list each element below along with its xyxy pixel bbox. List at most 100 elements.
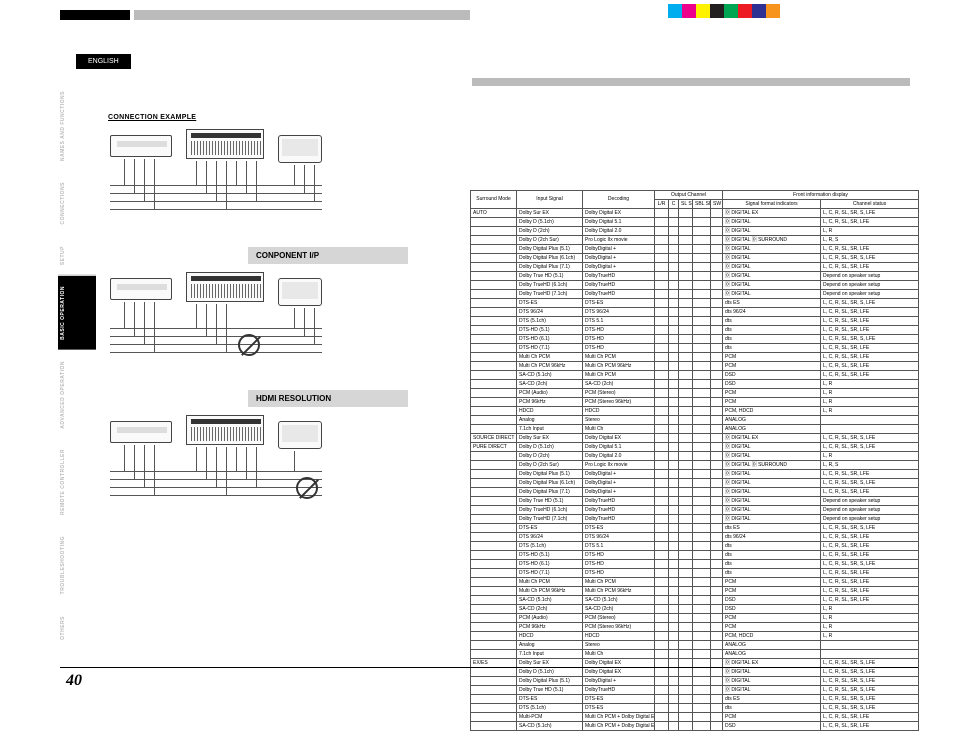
dvd-player-icon <box>110 421 172 443</box>
table-cell: DolbyDigital + <box>583 254 655 263</box>
table-cell <box>821 425 919 434</box>
table-cell <box>711 434 723 443</box>
table-cell <box>471 389 517 398</box>
table-cell <box>669 668 679 677</box>
table-cell: Dolby D (2ch Sur) <box>517 461 583 470</box>
table-cell: L, C, R, SL, SR, LFE <box>821 533 919 542</box>
table-cell: L, R <box>821 398 919 407</box>
table-cell: DolbyTrueHD <box>583 686 655 695</box>
table-cell: L, R <box>821 632 919 641</box>
table-cell: dts <box>723 560 821 569</box>
table-cell: SOURCE DIRECT <box>471 434 517 443</box>
table-row: DTS (5.1ch)DTS 5.1dtsL, C, R, SL, SR, LF… <box>471 317 919 326</box>
table-cell <box>471 533 517 542</box>
table-cell <box>669 488 679 497</box>
table-row: AnalogStereoANALOG <box>471 641 919 650</box>
registration-swatch <box>682 4 696 18</box>
table-row: DTS-HD (5.1)DTS-HDdtsL, C, R, SL, SR, LF… <box>471 326 919 335</box>
table-cell <box>711 335 723 344</box>
table-cell: DTS (5.1ch) <box>517 704 583 713</box>
table-cell <box>711 596 723 605</box>
table-cell: L, C, R, SL, SR, LFE <box>821 542 919 551</box>
table-row: Multi Ch PCM 96kHzMulti Ch PCM 96kHzPCML… <box>471 362 919 371</box>
table-cell <box>693 425 711 434</box>
table-cell <box>679 596 693 605</box>
table-cell <box>679 326 693 335</box>
section-tab[interactable]: TROUBLESHOOTING <box>58 525 96 604</box>
section-tab[interactable]: BASIC OPERATION <box>58 275 96 350</box>
table-cell: PCM <box>723 578 821 587</box>
table-cell <box>679 353 693 362</box>
table-cell <box>669 632 679 641</box>
table-cell <box>655 614 669 623</box>
table-cell <box>693 722 711 731</box>
table-cell <box>471 515 517 524</box>
table-cell: DolbyTrueHD <box>583 506 655 515</box>
table-cell: L, C, R, SL, SR, S, LFE <box>821 209 919 218</box>
table-cell <box>693 569 711 578</box>
table-cell <box>471 398 517 407</box>
table-cell: dts ES <box>723 524 821 533</box>
table-cell <box>669 290 679 299</box>
table-cell: L, R <box>821 605 919 614</box>
table-cell: PCM <box>723 353 821 362</box>
table-cell <box>669 371 679 380</box>
table-row: Multi-PCMMulti Ch PCM + Dolby Digital EX… <box>471 713 919 722</box>
table-row: Dolby Digital Plus (5.1)DolbyDigital +🄳 … <box>471 677 919 686</box>
table-cell <box>471 362 517 371</box>
table-cell: L, C, R, SL, SR, LFE <box>821 569 919 578</box>
table-cell: DTS (5.1ch) <box>517 317 583 326</box>
table-cell: L, C, R, SL, SR, LFE <box>821 722 919 731</box>
table-cell <box>655 407 669 416</box>
table-cell <box>711 515 723 524</box>
dvd-player-icon <box>110 278 172 300</box>
table-cell: Dolby Digital 5.1 <box>583 218 655 227</box>
table-cell <box>693 506 711 515</box>
table-cell <box>655 605 669 614</box>
table-cell <box>669 317 679 326</box>
table-cell: DSD <box>723 380 821 389</box>
table-cell <box>711 245 723 254</box>
section-tab[interactable]: SETUP <box>58 235 96 275</box>
table-cell <box>693 515 711 524</box>
table-cell: 🄳 DIGITAL EX <box>723 434 821 443</box>
table-cell <box>655 461 669 470</box>
table-cell <box>655 236 669 245</box>
table-row: HDCDHDCDPCM, HDCDL, R <box>471 407 919 416</box>
table-cell <box>679 380 693 389</box>
connection-diagram-1 <box>108 129 308 229</box>
table-cell <box>693 209 711 218</box>
table-cell: 🄳 DIGITAL <box>723 479 821 488</box>
table-cell <box>669 407 679 416</box>
table-cell: DSD <box>723 596 821 605</box>
table-cell <box>679 299 693 308</box>
table-cell <box>711 677 723 686</box>
table-cell <box>669 236 679 245</box>
table-cell <box>679 452 693 461</box>
table-cell <box>679 263 693 272</box>
section-tab[interactable]: OTHERS <box>58 605 96 650</box>
table-cell <box>693 272 711 281</box>
section-tab[interactable]: REMOTE CONTROLLER <box>58 438 96 525</box>
table-row: DTS-HD (7.1)DTS-HDdtsL, C, R, SL, SR, LF… <box>471 569 919 578</box>
table-cell <box>693 614 711 623</box>
section-tab[interactable]: CONNECTIONS <box>58 171 96 234</box>
table-cell: L, C, R, SL, SR, S, LFE <box>821 668 919 677</box>
table-cell <box>655 479 669 488</box>
table-cell: Dolby Digital 5.1 <box>583 443 655 452</box>
av-receiver-icon <box>186 272 264 302</box>
table-cell <box>679 344 693 353</box>
col-surround-mode: Surround Mode <box>471 191 517 209</box>
table-cell: DTS (5.1ch) <box>517 542 583 551</box>
table-cell <box>471 497 517 506</box>
table-cell: L, R <box>821 623 919 632</box>
table-cell: 🄳 DIGITAL <box>723 218 821 227</box>
table-cell <box>693 686 711 695</box>
section-tab[interactable]: NAMES AND FUNCTIONS <box>58 80 96 171</box>
table-row: DTS-ESDTS-ESdts ESL, C, R, SL, SR, S, LF… <box>471 695 919 704</box>
registration-swatch <box>766 4 780 18</box>
table-cell <box>655 650 669 659</box>
section-tab[interactable]: ADVANCED OPERATION <box>58 350 96 439</box>
table-cell: DTS-HD (5.1) <box>517 326 583 335</box>
not-allowed-icon <box>296 477 318 499</box>
